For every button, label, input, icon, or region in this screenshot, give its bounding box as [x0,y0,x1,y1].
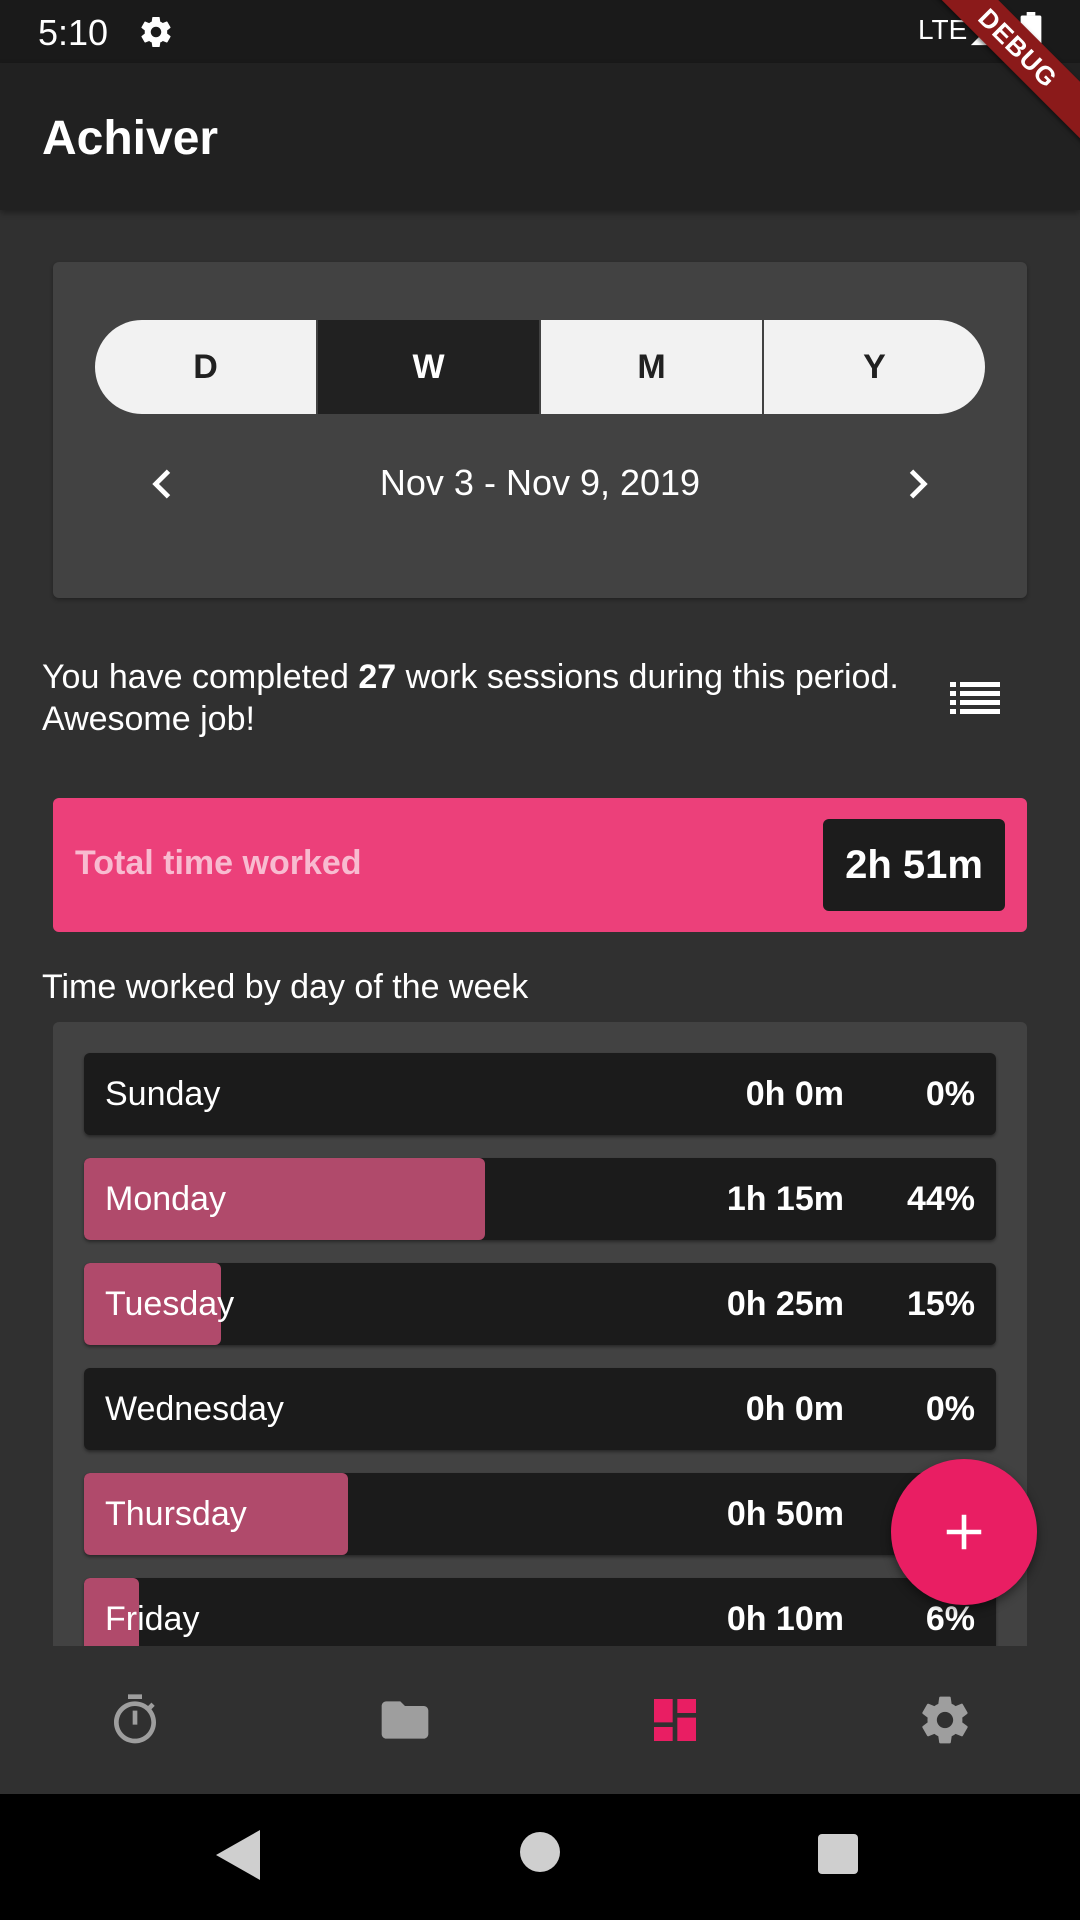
chevron-right-icon[interactable] [895,462,939,506]
segment-month[interactable]: M [541,320,764,414]
settings-notification-icon [141,17,171,48]
day-row: Tuesday 0h 25m 15% [84,1263,996,1345]
period-range-label: Nov 3 - Nov 9, 2019 [379,462,701,503]
home-icon[interactable] [520,1832,560,1872]
nav-projects[interactable] [270,1646,540,1794]
network-type: LTE [918,14,968,45]
add-icon [946,1514,982,1550]
day-percent: 6% [925,1600,975,1638]
day-name: Monday [105,1180,226,1218]
system-navigation-bar [0,1794,1080,1920]
nav-timer[interactable] [0,1646,270,1794]
day-row: Sunday 0h 0m 0% [84,1053,996,1135]
day-percent: 44% [906,1180,975,1218]
add-session-button[interactable] [891,1459,1037,1605]
nav-settings[interactable] [810,1646,1080,1794]
settings-icon [922,1696,968,1744]
day-time: 0h 10m [726,1600,844,1638]
status-bar: 5:10 LTE [0,0,1080,63]
day-time: 0h 50m [726,1495,844,1533]
day-time: 1h 15m [726,1180,844,1218]
nav-dashboard[interactable] [540,1646,810,1794]
list-icon[interactable] [950,680,1000,716]
summary-suffix: work sessions during this period. Awesom… [42,658,899,738]
day-time: 0h 0m [745,1390,844,1428]
back-icon[interactable] [216,1830,260,1880]
bottom-navigation [0,1646,1080,1794]
folder-icon [381,1701,429,1739]
total-time-card: Total time worked 2h 51m [53,798,1027,932]
day-bar [84,1263,221,1345]
period-segmented-control: D W M Y [95,320,985,414]
days-chart-card: Sunday 0h 0m 0% Monday 1h 15m 44% Tuesda… [53,1022,1027,1646]
day-bar [84,1473,349,1555]
segment-year[interactable]: Y [764,320,985,414]
section-title: Time worked by day of the week [42,968,529,1006]
segment-day[interactable]: D [95,320,318,414]
day-name: Wednesday [105,1390,284,1428]
day-name: Tuesday [105,1285,235,1323]
day-row: Monday 1h 15m 44% [84,1158,996,1240]
status-time: 5:10 [38,12,109,53]
day-percent: 0% [925,1390,975,1428]
day-name: Friday [105,1600,200,1638]
dashboard-icon [654,1699,696,1741]
recents-icon[interactable] [818,1834,858,1874]
day-name: Sunday [105,1075,221,1113]
segment-week[interactable]: W [318,320,541,414]
day-time: 0h 0m [745,1075,844,1113]
total-time-value: 2h 51m [823,819,1005,911]
chevron-left-icon[interactable] [141,462,185,506]
day-percent: 0% [925,1075,975,1113]
total-time-label: Total time worked [75,844,362,882]
day-row: Wednesday 0h 0m 0% [84,1368,996,1450]
day-bar [84,1158,486,1240]
day-row: Thursday 0h 50m 29% [84,1473,996,1555]
day-name: Thursday [105,1495,247,1533]
app-title: Achiver [42,112,219,165]
day-row: Friday 0h 10m 6% [84,1578,996,1646]
timer-icon [114,1694,156,1744]
day-time: 0h 25m [726,1285,844,1323]
day-bar [84,1578,139,1646]
summary-prefix: You have completed [42,658,359,696]
period-selector-card: D W M Y Nov 3 - Nov 9, 2019 [53,262,1027,598]
session-count: 27 [358,658,397,696]
day-percent: 15% [906,1285,975,1323]
sessions-summary: You have completed 27 work sessions duri… [42,656,902,740]
app-bar: Achiver [0,63,1080,210]
